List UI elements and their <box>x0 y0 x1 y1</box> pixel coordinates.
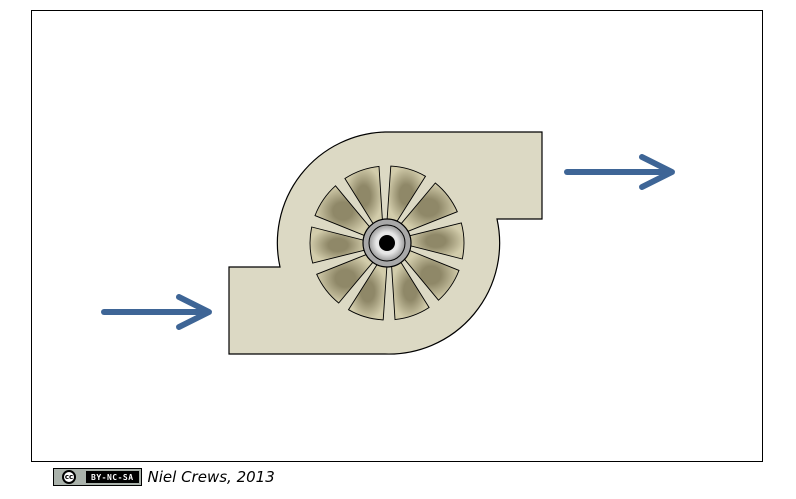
impeller-blade <box>407 222 465 260</box>
cc-logo-icon: cc <box>54 469 84 485</box>
impeller-blade <box>347 262 388 321</box>
license-label: BY-NC-SA <box>86 471 139 483</box>
impeller-blade <box>399 182 458 233</box>
impeller-blades <box>309 165 465 321</box>
inlet-arrow-icon <box>101 294 212 330</box>
impeller-blade <box>309 226 367 264</box>
impeller-blade <box>344 165 383 226</box>
impeller-blade <box>391 260 430 321</box>
footer: cc BY-NC-SA Niel Crews, 2013 <box>53 466 275 488</box>
hub-shaft <box>379 235 395 251</box>
outlet-arrow-icon <box>564 154 675 190</box>
author-credit: Niel Crews, 2013 <box>147 468 275 486</box>
impeller-blade <box>402 249 460 301</box>
impeller-blade <box>316 253 375 304</box>
impeller-blade <box>314 185 372 237</box>
cc-circle: cc <box>62 470 76 484</box>
impeller-blade <box>386 165 427 224</box>
license-badge[interactable]: cc BY-NC-SA <box>53 468 142 486</box>
